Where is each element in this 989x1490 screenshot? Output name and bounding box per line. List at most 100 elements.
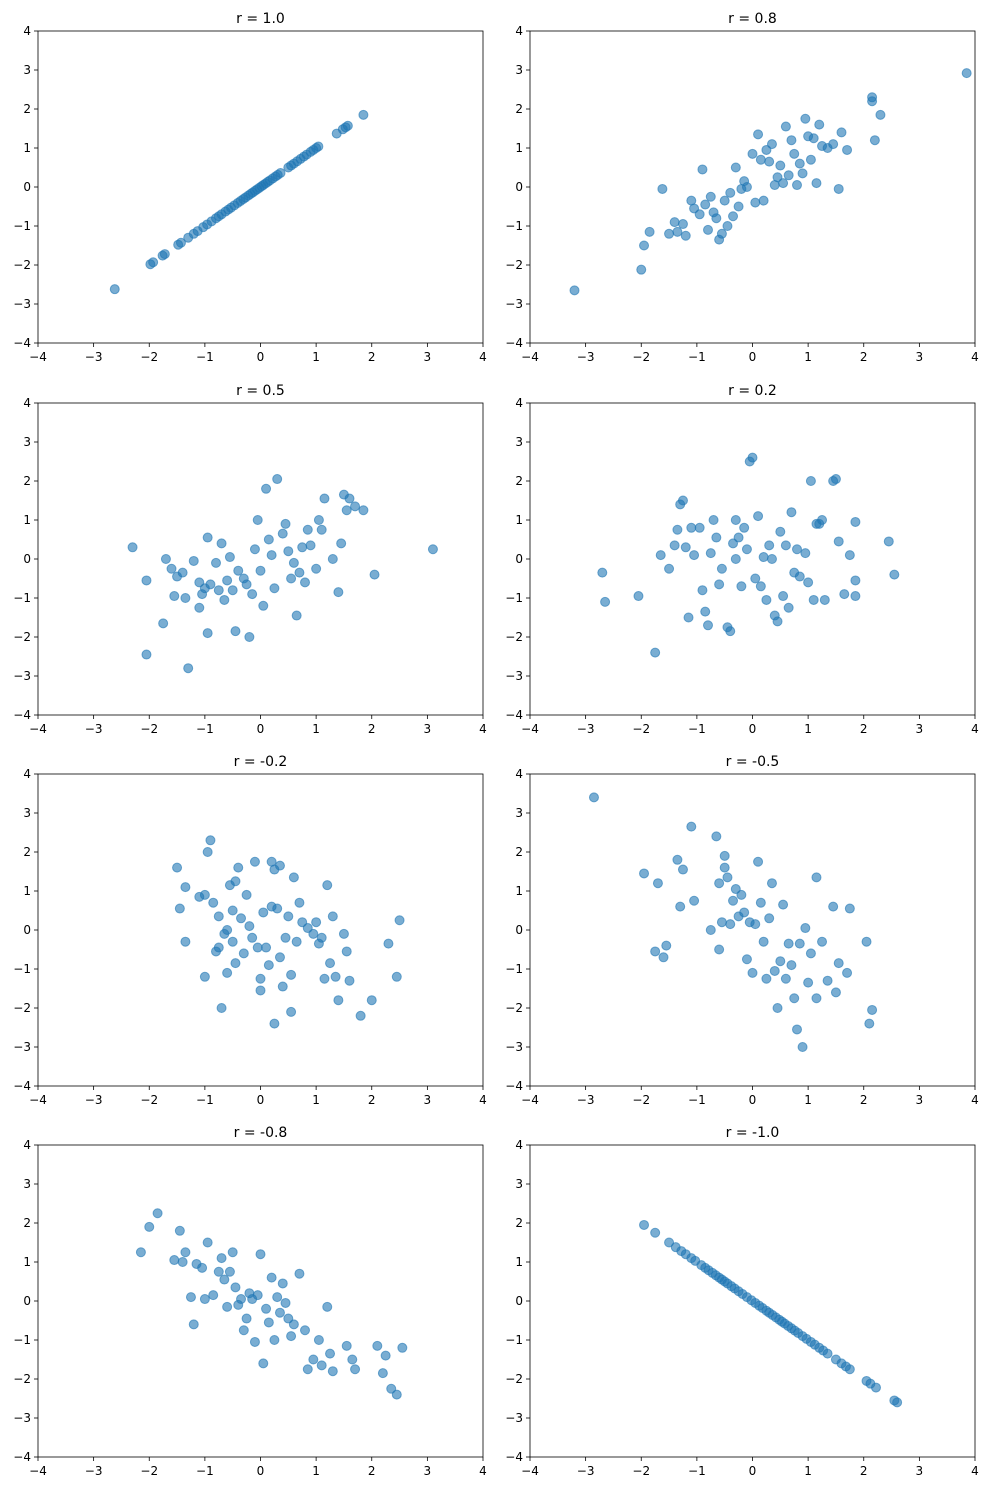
scatter-point: [172, 862, 183, 873]
x-tick-label: −3: [85, 350, 103, 364]
scatter-point: [377, 1368, 388, 1379]
scatter-point: [230, 626, 241, 637]
scatter-point: [792, 544, 802, 555]
scatter-point: [753, 511, 764, 522]
scatter-point: [194, 602, 205, 613]
scatter-point: [892, 1397, 903, 1408]
x-tick-label: 4: [479, 1093, 487, 1107]
scatter-point: [669, 217, 680, 228]
scatter-point: [739, 907, 750, 918]
scatter-point: [755, 897, 766, 908]
scatter-point: [247, 932, 258, 943]
scatter-point: [808, 594, 819, 605]
y-tick-label: 4: [515, 1138, 523, 1152]
scatter-point: [305, 540, 316, 551]
y-tick-label: −3: [13, 1040, 31, 1054]
scatter-point: [705, 191, 716, 202]
x-tick-label: 2: [860, 1464, 868, 1478]
scatter-point: [261, 942, 272, 953]
y-tick-label: 4: [515, 767, 523, 781]
scatter-point: [780, 973, 791, 984]
axes-frame: [529, 402, 976, 716]
scatter-point: [833, 536, 844, 547]
scatter-point: [819, 594, 830, 605]
scatter-point: [188, 555, 199, 566]
scatter-points: [135, 1208, 408, 1400]
scatter-point: [778, 178, 789, 189]
scatter-point: [811, 872, 822, 883]
x-tick-label: 2: [368, 1093, 376, 1107]
scatter-point: [753, 856, 764, 867]
scatter-point: [714, 579, 725, 590]
scatter-point: [686, 821, 697, 832]
x-tick-label: −1: [688, 1093, 706, 1107]
scatter-point: [397, 1342, 408, 1353]
scatter-point: [338, 928, 349, 939]
scatter-point: [714, 944, 725, 955]
x-tick-label: 0: [257, 350, 265, 364]
scatter-point: [830, 474, 841, 485]
scatter-point: [313, 515, 324, 525]
scatter-point: [677, 219, 688, 230]
scatter-point: [255, 1249, 266, 1260]
y-tick-label: 2: [515, 102, 523, 116]
x-tick-label: 3: [424, 722, 432, 736]
scatter-point: [358, 505, 369, 516]
x-tick-label: −4: [521, 1464, 539, 1478]
scatter-point: [269, 1018, 280, 1029]
scatter-point: [158, 618, 169, 629]
axes-frame: [37, 402, 484, 716]
scatter-point: [211, 557, 221, 568]
scatter-point: [633, 591, 644, 602]
scatter-point: [224, 1266, 235, 1277]
scatter-point: [850, 575, 861, 586]
scatter-point: [152, 1208, 163, 1219]
scatter-point: [255, 985, 266, 996]
scatter-point: [230, 1282, 241, 1293]
x-tick-label: 3: [916, 350, 924, 364]
scatter-point: [753, 129, 764, 140]
scatter-point: [213, 585, 224, 596]
scatter-point: [828, 139, 839, 150]
scatter-point: [216, 1253, 227, 1264]
scatter-point: [311, 917, 322, 928]
y-tick-label: −4: [13, 708, 31, 722]
scatter-point: [263, 1317, 274, 1328]
scatter-point: [255, 973, 266, 984]
scatter-point: [308, 1354, 319, 1365]
scatter-point: [817, 936, 828, 947]
scatter-point: [644, 226, 655, 237]
scatter-point: [672, 524, 683, 535]
scatter-point: [711, 213, 722, 224]
y-tick-label: −3: [505, 297, 523, 311]
scatter-point: [269, 583, 280, 594]
x-tick-label: −2: [140, 722, 158, 736]
scatter-point: [869, 135, 880, 146]
scatter-point: [286, 969, 297, 980]
scatter-point: [313, 1335, 324, 1345]
scatter-point: [247, 589, 258, 600]
scatter-point: [249, 856, 260, 867]
y-tick-label: −3: [505, 1040, 523, 1054]
scatter-point: [241, 889, 252, 900]
scatter-point: [288, 557, 299, 568]
scatter-point: [274, 952, 285, 963]
x-tick-label: 1: [312, 350, 320, 364]
scatter-point: [694, 209, 705, 220]
y-tick-label: 3: [23, 806, 31, 820]
scatter-point: [639, 868, 650, 879]
x-tick-label: 3: [916, 722, 924, 736]
scatter-point: [269, 1335, 280, 1345]
y-tick-label: 1: [515, 1255, 523, 1269]
scatter-point: [316, 524, 327, 535]
scatter-point: [391, 971, 402, 982]
y-tick-label: −2: [505, 630, 523, 644]
y-tick-label: 2: [515, 1216, 523, 1230]
scatter-point: [230, 876, 241, 887]
scatter-point: [283, 911, 294, 922]
scatter-point: [302, 1364, 313, 1375]
x-tick-label: −4: [29, 350, 47, 364]
x-tick-label: 4: [479, 350, 487, 364]
scatter-point: [661, 940, 672, 951]
